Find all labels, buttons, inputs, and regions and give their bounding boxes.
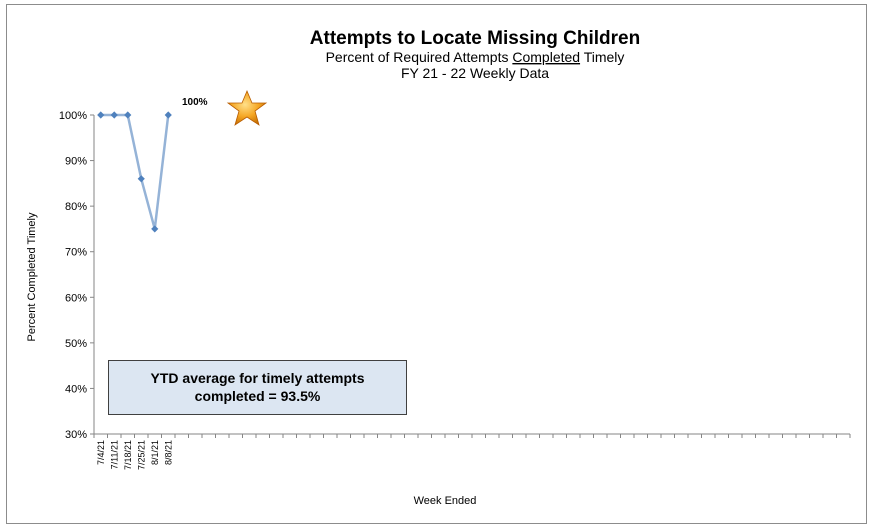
x-axis-label: Week Ended [414,495,477,507]
data-point [137,175,145,183]
x-tick-label: 7/18/21 [123,440,133,470]
ytd-line-1: YTD average for timely attempts [150,370,365,386]
series-line [100,113,170,230]
x-tick-label: 8/8/21 [163,440,173,465]
y-tick-label: 50% [65,338,87,350]
star-icon [226,89,268,126]
data-point [110,111,118,119]
y-axis-label: Percent Completed Timely [26,212,38,341]
data-point [97,111,105,119]
series-layer [97,111,172,233]
y-tick-label: 80% [65,201,87,213]
x-axis: 7/4/21 7/11/21 7/18/21 7/25/21 8/1/21 8/8/21 [93,433,851,470]
y-tick-label: 90% [65,156,87,168]
chart-title: Attempts to Locate Missing Children [310,28,640,49]
chart-frame: Attempts to Locate Missing Children Perc… [6,4,867,524]
chart-subtitle-2: FY 21 - 22 Weekly Data [401,65,549,81]
chart-subtitle: Percent of Required Attempts Completed T… [326,49,625,65]
data-point [164,111,172,119]
chart-subtitle-post: Timely [580,49,624,65]
data-point [124,111,132,119]
y-tick-label: 40% [65,383,87,395]
ytd-line-2: completed = 93.5% [194,388,321,404]
x-tick-label: 7/11/21 [109,440,119,469]
chart-subtitle-pre: Percent of Required Attempts [326,49,513,65]
x-tick-label: 7/4/21 [96,440,106,465]
y-axis: 30% 40% 50% 60% 70% 80% 90% 100% [59,110,95,441]
y-tick-label: 70% [65,247,87,259]
x-tick-label: 8/1/21 [150,440,160,465]
ytd-average-box: YTD average for timely attempts complete… [108,360,407,415]
data-point [151,225,159,233]
y-tick-label: 60% [65,292,87,304]
chart-subtitle-underlined: Completed [512,49,580,65]
peak-annotation: 100% [182,97,208,108]
line-chart: Attempts to Locate Missing Children Perc… [26,28,851,507]
y-tick-label: 30% [65,429,87,441]
x-tick-label: 7/25/21 [136,440,146,470]
y-tick-label: 100% [59,110,87,122]
